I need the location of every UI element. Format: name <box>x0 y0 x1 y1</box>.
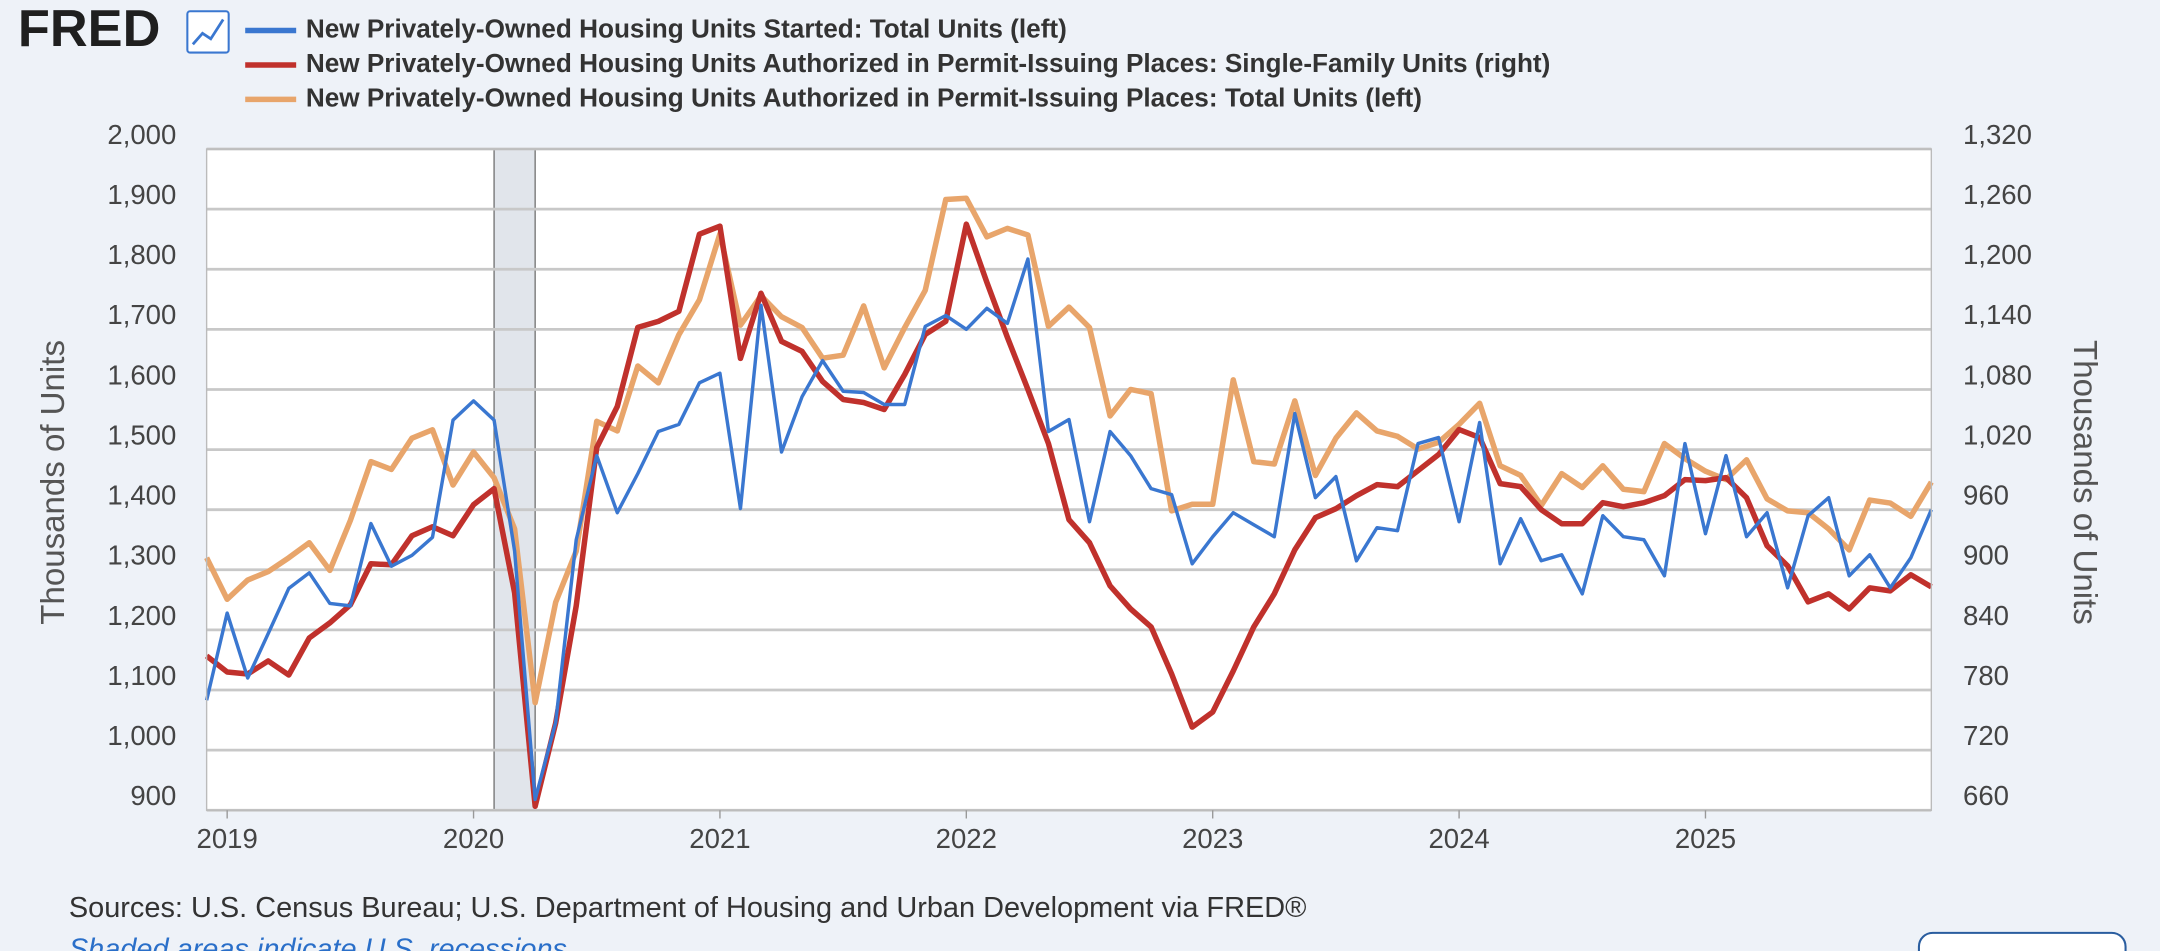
y2-tick-label: 1,020 <box>1963 419 2032 450</box>
button[interactable] <box>1917 931 2127 951</box>
y2-tick-label: 720 <box>1963 720 2009 751</box>
y-tick-label: 1,800 <box>107 239 176 270</box>
recession-note[interactable]: Shaded areas indicate U.S. recessions. <box>69 933 575 951</box>
y2-tick-label: 1,080 <box>1963 359 2032 390</box>
y-tick-label: 1,400 <box>107 480 176 511</box>
plot-border <box>205 148 1933 811</box>
y2-tick-label: 840 <box>1963 600 2009 631</box>
x-tick-label: 2021 <box>689 823 750 854</box>
y-tick-label: 1,700 <box>107 299 176 330</box>
y-tick-label: 1,600 <box>107 359 176 390</box>
x-tick-label: 2023 <box>1182 823 1243 854</box>
y-tick-label: 1,300 <box>107 540 176 571</box>
y-tick-label: 1,500 <box>107 419 176 450</box>
series-line <box>204 195 1934 706</box>
x-tick-label: 2022 <box>936 823 997 854</box>
y-tick-label: 1,200 <box>107 600 176 631</box>
y-tick-label: 1,100 <box>107 660 176 691</box>
series-line <box>204 221 1933 809</box>
source: Sources: U.S. Census Bureau; U.S. Depart… <box>69 892 1307 924</box>
y2-tick-label: 1,200 <box>1963 239 2032 270</box>
logo-icon-frame <box>186 10 230 54</box>
y2-tick-label: 1,260 <box>1963 179 2032 210</box>
y2-tick-label: 900 <box>1963 540 2009 571</box>
y-tick-label: 1,000 <box>107 720 176 751</box>
plot-area <box>206 149 1932 811</box>
x-tick-label: 2019 <box>197 823 258 854</box>
plot <box>204 147 1934 812</box>
y2-tick-label: 660 <box>1963 780 2009 811</box>
y2-tick-label: 780 <box>1963 660 2009 691</box>
y-tick-label: 2,000 <box>107 119 176 150</box>
logo-icon <box>186 10 230 54</box>
legend-entry: New Privately-Owned Housing Units Author… <box>306 48 1551 78</box>
y-tick-label: 900 <box>130 780 176 811</box>
y2-tick-label: 1,320 <box>1963 119 2032 150</box>
logo: FRED <box>18 0 160 58</box>
y2-axis-title: Thousands of Units <box>2066 340 2103 625</box>
y-axis-title: Thousands of Units <box>35 340 72 625</box>
x-tick-label: 2024 <box>1428 823 1489 854</box>
y-tick-label: 1,900 <box>107 179 176 210</box>
legend-entry: New Privately-Owned Housing Units Author… <box>306 82 1422 112</box>
legend-entry: New Privately-Owned Housing Units Starte… <box>306 13 1067 43</box>
y2-tick-label: 1,140 <box>1963 299 2032 330</box>
y2-tick-label: 960 <box>1963 480 2009 511</box>
series-line <box>204 257 1933 802</box>
x-tick-label: 2025 <box>1675 823 1736 854</box>
logo-icon-line <box>191 18 225 46</box>
x-tick-label: 2020 <box>443 823 504 854</box>
